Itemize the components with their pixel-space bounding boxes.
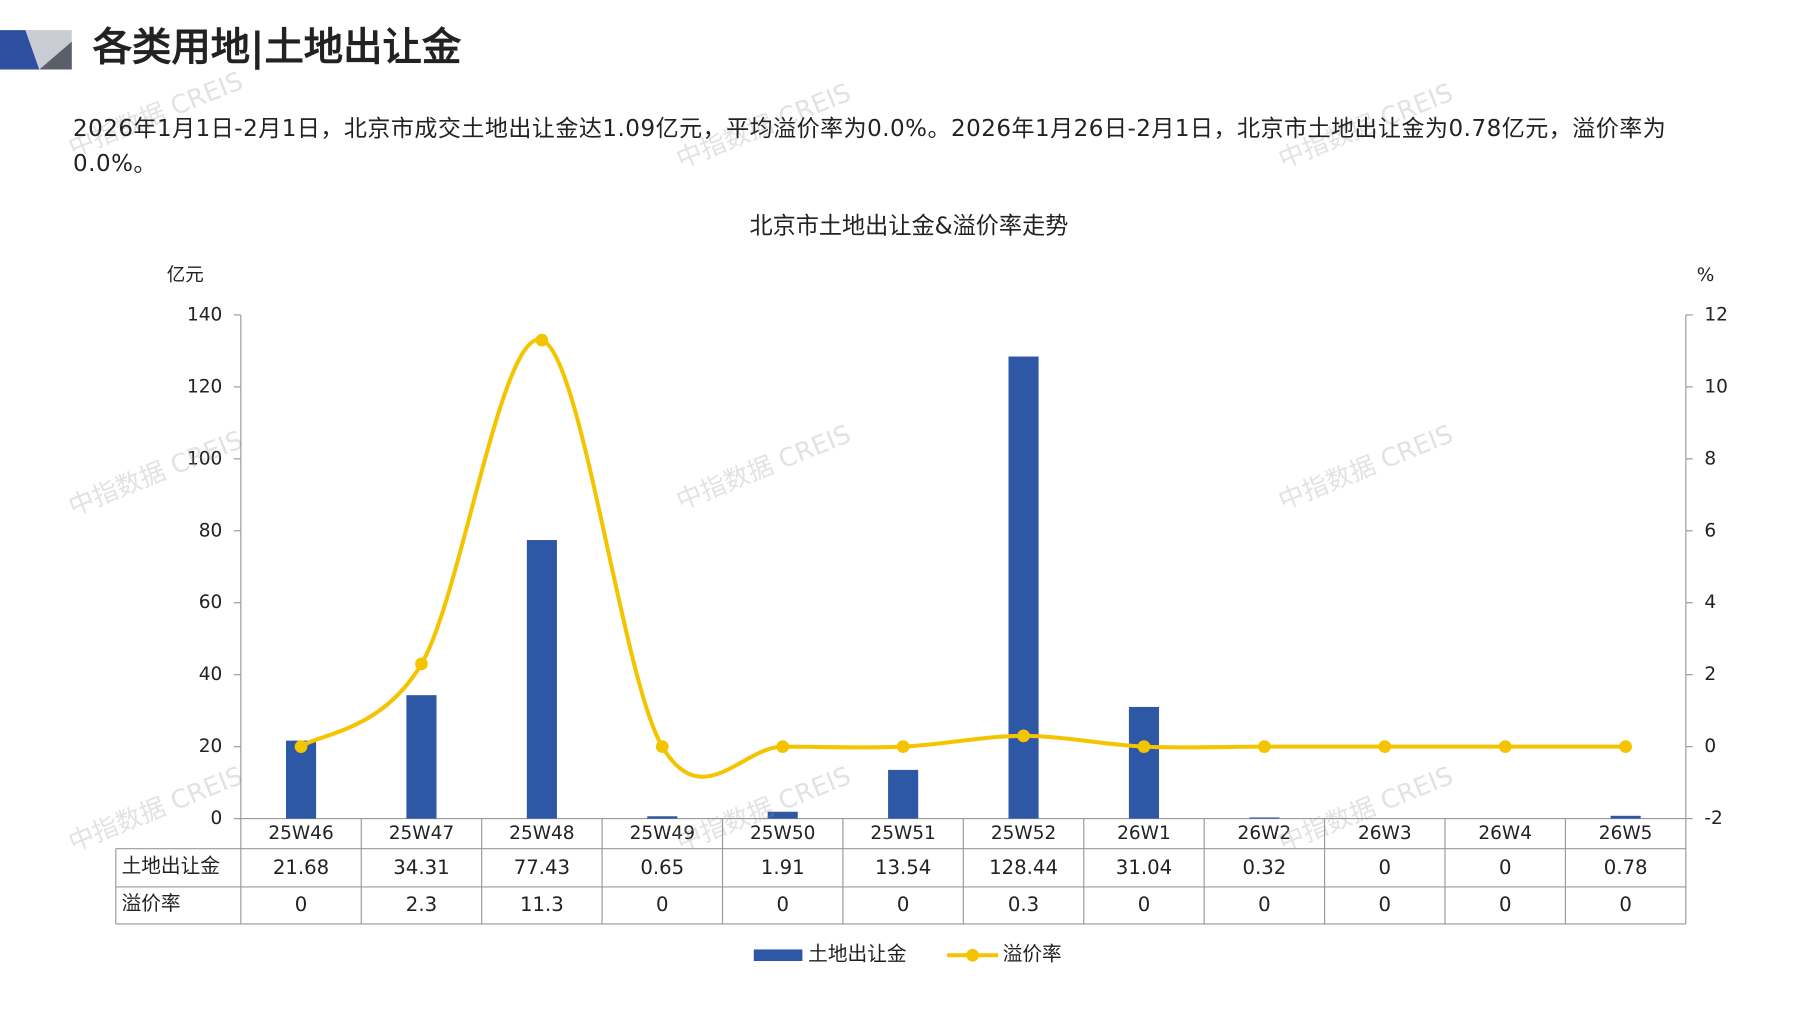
legend-label: 溢价率: [1003, 943, 1062, 966]
x-tick-label: 25W46: [268, 823, 333, 844]
bar: [285, 740, 317, 819]
y2-tick-label: 10: [1704, 376, 1728, 397]
y-tick-label: 140: [187, 304, 222, 325]
decor: [0, 30, 40, 70]
bar: [1249, 817, 1280, 819]
y-tick-label: 0: [211, 808, 223, 829]
line-point: [1137, 740, 1151, 754]
table-cell: 0: [1499, 893, 1512, 916]
y-tick-label: 20: [199, 736, 223, 757]
line-point: [1258, 740, 1271, 754]
table-cell: 128.44: [989, 856, 1058, 879]
line-point: [896, 740, 910, 754]
watermark: 中指数据 CREIS: [64, 425, 247, 522]
table-cell: 11.3: [520, 893, 564, 916]
bar: [647, 816, 678, 819]
chart-title: 北京市土地出让金&溢价率走势: [749, 213, 1068, 239]
x-tick-label: 25W51: [870, 823, 935, 844]
x-tick-label: 26W4: [1478, 823, 1532, 844]
y2-unit: %: [1697, 265, 1715, 286]
table-cell: 0: [1258, 893, 1271, 916]
table-cell: 77.43: [514, 856, 570, 879]
line-point: [1017, 729, 1030, 743]
x-tick-label: 25W47: [389, 823, 454, 844]
x-tick-label: 25W52: [991, 823, 1056, 844]
table-cell: 13.54: [875, 856, 931, 879]
line-point: [776, 740, 790, 754]
line-point: [1378, 740, 1392, 754]
table-cell: 0: [1138, 893, 1151, 916]
line: [299, 338, 1626, 779]
table-cell: 0: [295, 893, 308, 916]
x-tick-label: 25W49: [630, 823, 695, 844]
table-cell: 1.91: [761, 856, 805, 879]
y2-tick-label: -2: [1704, 808, 1722, 829]
y2-tick-label: 4: [1704, 592, 1716, 613]
x-tick-label: 25W48: [509, 823, 574, 844]
summary-text: 2026年1月1日-2月1日，北京市成交土地出让金达1.09亿元，平均溢价率为0…: [73, 116, 1667, 177]
legend-label: 土地出让金: [808, 943, 907, 966]
watermark: 中指数据 CREIS: [672, 419, 855, 516]
x-tick-label: 26W3: [1358, 823, 1412, 844]
x-tick-label: 26W5: [1599, 823, 1653, 844]
y-unit: 亿元: [167, 265, 204, 286]
legend-swatch: [753, 949, 803, 962]
x-tick-label: 25W50: [750, 823, 815, 844]
bar: [406, 695, 437, 819]
table-row-label: 溢价率: [122, 892, 181, 915]
x-tick-label: 26W1: [1117, 823, 1171, 844]
x-tick-label: 26W2: [1238, 823, 1292, 844]
line-point: [415, 657, 428, 671]
y-tick-label: 120: [187, 376, 222, 397]
table-cell: 0: [897, 893, 910, 916]
table-cell: 0: [1379, 893, 1392, 916]
y-tick-label: 40: [199, 664, 223, 685]
table-cell: 0: [1619, 893, 1632, 916]
line-point: [294, 740, 308, 754]
page-title: 各类用地|土地出让金: [93, 24, 462, 70]
bar: [1008, 356, 1039, 819]
table-cell: 0: [776, 893, 789, 916]
table-cell: 21.68: [273, 856, 329, 879]
legend-swatch: [966, 948, 979, 962]
line-point: [1498, 740, 1512, 754]
table-row-label: 土地出让金: [122, 855, 221, 878]
bar: [526, 540, 557, 819]
line-point: [1619, 740, 1633, 754]
y2-tick-label: 8: [1704, 448, 1716, 469]
y2-tick-label: 6: [1704, 520, 1716, 541]
table-cell: 0: [1499, 856, 1512, 879]
y-tick-label: 80: [199, 520, 223, 541]
table-cell: 31.04: [1116, 856, 1172, 879]
y2-tick-label: 0: [1704, 736, 1716, 757]
watermark: 中指数据 CREIS: [1274, 419, 1457, 516]
table-cell: 34.31: [393, 856, 449, 879]
table-cell: 0.65: [640, 856, 684, 879]
line-point: [535, 333, 549, 347]
bar: [888, 769, 919, 819]
table-cell: 0.78: [1604, 856, 1648, 879]
table-cell: 2.3: [406, 893, 437, 916]
table-cell: 0.3: [1008, 893, 1039, 916]
table-cell: 0: [656, 893, 669, 916]
table-cell: 0.32: [1242, 856, 1286, 879]
bar: [1128, 706, 1160, 819]
line-point: [655, 740, 669, 754]
table-cell: 0: [1379, 856, 1392, 879]
y-tick-label: 100: [187, 448, 222, 469]
bar: [767, 811, 798, 819]
bar: [1610, 815, 1641, 819]
y2-tick-label: 12: [1704, 304, 1728, 325]
y-tick-label: 60: [199, 592, 223, 613]
y2-tick-label: 2: [1704, 664, 1716, 685]
